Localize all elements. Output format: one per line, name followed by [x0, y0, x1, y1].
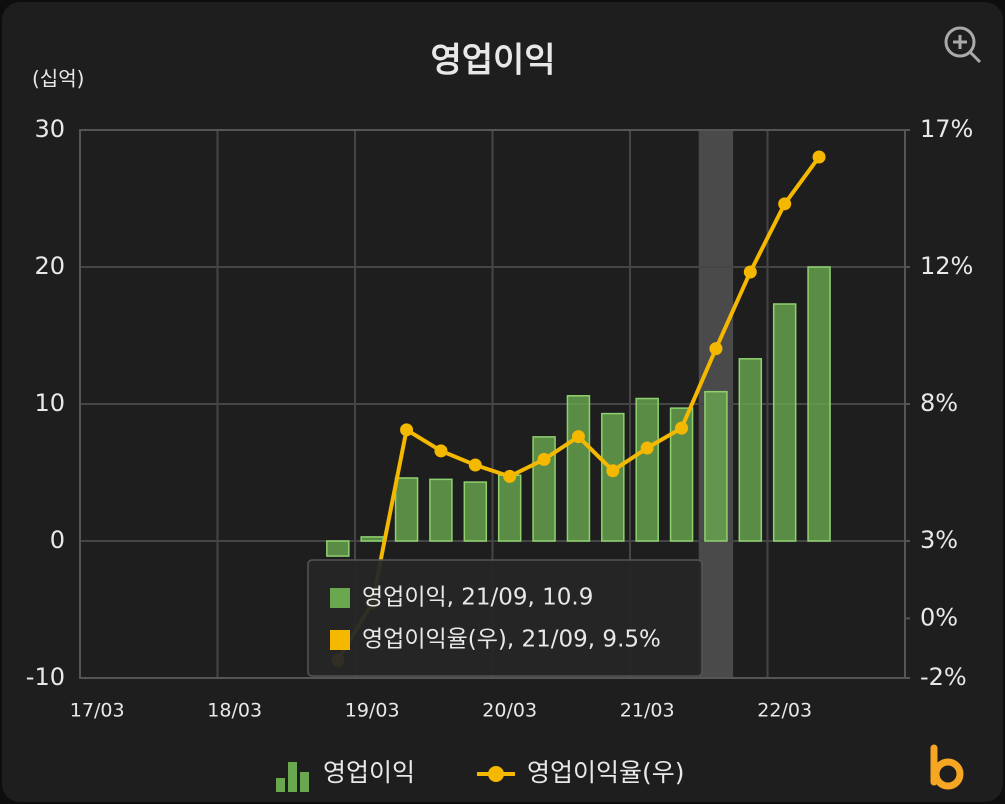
line-point: [675, 421, 689, 435]
y-tick-label: 10: [34, 389, 65, 417]
logo: [930, 744, 964, 790]
legend-bar-icon: [288, 762, 297, 792]
zoom-icon[interactable]: [944, 26, 982, 64]
legend-point-icon: [488, 766, 504, 782]
bar: [429, 478, 453, 542]
legend-label: 영업이익: [323, 758, 415, 787]
tooltip-swatch: [330, 630, 350, 650]
chart-title: 영업이익: [430, 41, 555, 81]
line-point: [400, 423, 414, 437]
x-tick-label: 20/03: [482, 700, 537, 722]
tooltip-swatch: [330, 588, 350, 608]
y2-tick-label: 3%: [920, 526, 958, 554]
bar: [669, 407, 694, 542]
line-point: [503, 469, 517, 483]
line-point: [778, 197, 792, 211]
bar: [704, 390, 728, 542]
y2-tick-label: 0%: [920, 603, 958, 631]
bar: [807, 266, 831, 542]
line-point: [571, 430, 585, 444]
y-tick-label: -10: [26, 663, 65, 691]
line-point: [434, 444, 448, 458]
legend: 영업이익 영업이익율(우): [276, 758, 685, 792]
y-tick-label: 30: [34, 115, 65, 143]
tooltip-text: 영업이익, 21/09, 10.9: [362, 585, 593, 611]
line-point: [640, 441, 654, 455]
bar: [601, 412, 625, 542]
line-point: [468, 458, 482, 472]
tooltip-box: [307, 559, 703, 677]
line-point: [812, 150, 826, 164]
bar: [497, 474, 522, 542]
bar: [326, 540, 350, 557]
line-point: [537, 452, 551, 466]
y2-tick-label: 8%: [920, 389, 958, 417]
x-tick-label: 22/03: [757, 700, 812, 722]
x-tick-label: 19/03: [345, 700, 400, 722]
y-tick-label: 0: [50, 526, 65, 554]
bar: [772, 303, 797, 542]
y2-tick-label: -2%: [920, 663, 967, 691]
legend-label: 영업이익율(우): [527, 758, 685, 787]
tooltip: 영업이익, 21/09, 10.9 영업이익율(우), 21/09, 9.5%: [307, 559, 703, 677]
bar: [463, 481, 488, 542]
bar: [635, 397, 659, 542]
line-point: [606, 464, 620, 478]
line-point: [743, 265, 757, 279]
line-point: [709, 342, 723, 356]
y2-tick-label: 17%: [920, 115, 973, 143]
x-tick-label: 21/03: [620, 700, 675, 722]
x-tick-label: 18/03: [207, 700, 262, 722]
bar: [394, 477, 419, 542]
legend-bar-icon: [276, 778, 285, 792]
y-tick-label: 20: [34, 252, 65, 280]
tooltip-text: 영업이익율(우), 21/09, 9.5%: [362, 627, 661, 653]
y-axis-label: (십억): [32, 67, 84, 91]
x-tick-label: 17/03: [70, 700, 125, 722]
bar: [360, 536, 384, 542]
bar: [738, 358, 763, 542]
legend-bar-icon: [300, 772, 309, 792]
bar: [566, 395, 591, 542]
y2-tick-label: 12%: [920, 252, 973, 280]
